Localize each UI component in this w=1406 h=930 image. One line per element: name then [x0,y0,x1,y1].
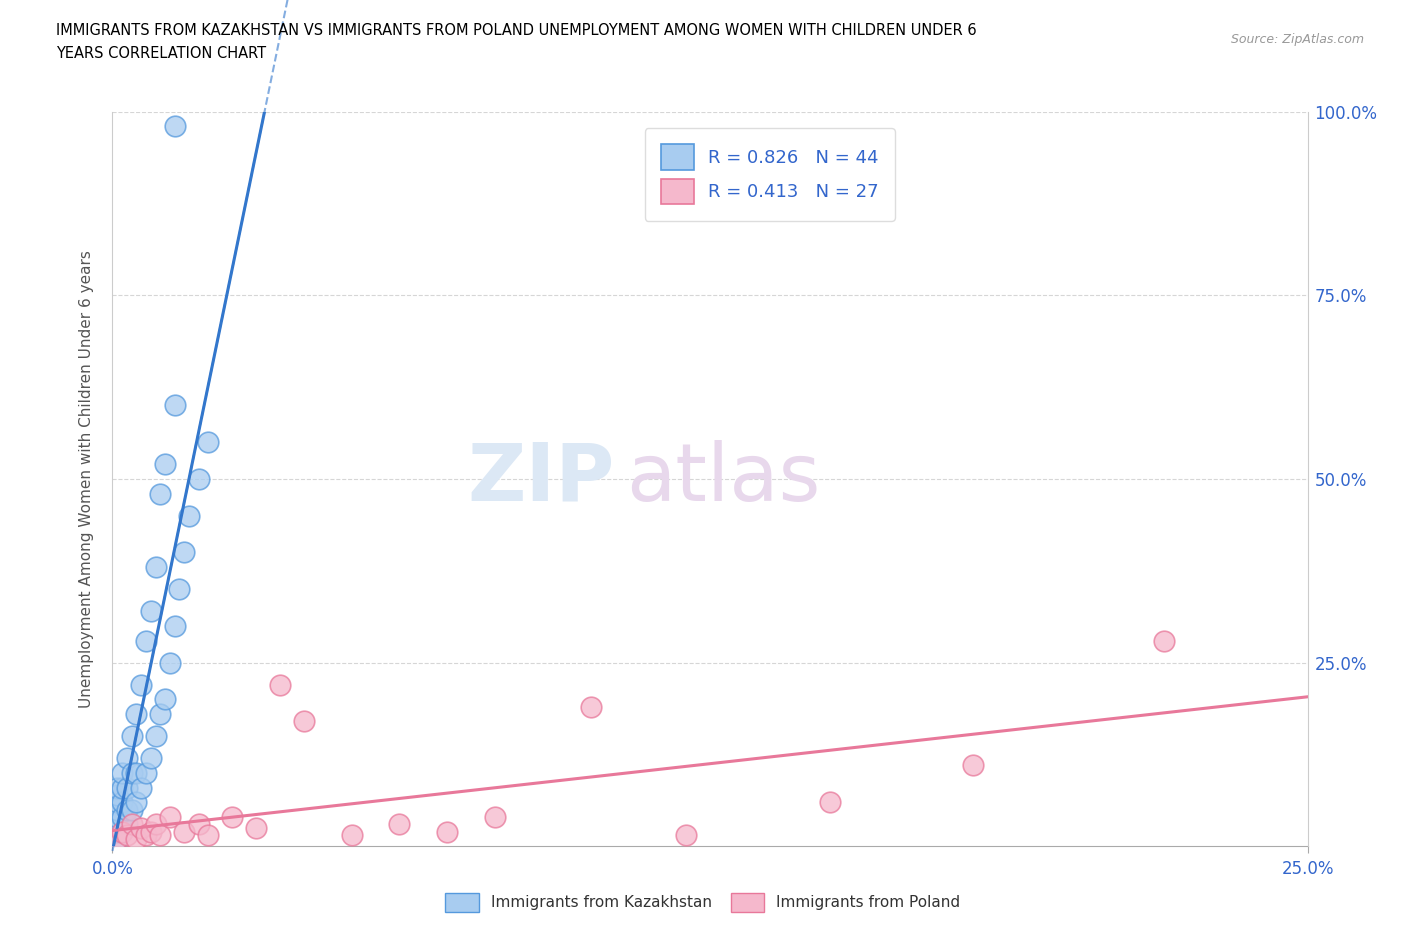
Point [121,765,143,780]
Point [149,828,172,843]
Point [105,824,128,839]
Point [163,398,186,413]
Point [111,780,134,795]
Text: Source: ZipAtlas.com: Source: ZipAtlas.com [1230,33,1364,46]
Point [115,817,138,831]
Point [187,472,209,486]
Point [129,820,152,835]
Point [159,656,181,671]
Point [436,824,458,839]
Point [139,824,162,839]
Point [245,820,267,835]
Point [105,802,128,817]
Point [149,486,172,501]
Y-axis label: Unemployment Among Women with Children Under 6 years: Unemployment Among Women with Children U… [79,250,94,708]
Point [125,831,148,846]
Point [962,758,984,773]
Point [125,765,148,780]
Point [579,699,602,714]
Point [149,707,172,722]
Point [121,802,143,817]
Point [105,788,128,803]
Point [145,729,167,744]
Point [145,560,167,575]
Point [177,508,200,523]
Point [111,824,134,839]
Point [105,831,128,846]
Point [221,809,243,824]
Point [111,824,134,839]
Point [111,795,134,810]
Point [340,828,363,843]
Point [121,817,143,831]
Point [105,795,128,810]
Point [197,435,219,450]
Point [105,780,128,795]
Point [111,765,134,780]
Point [145,817,167,831]
Legend: R = 0.826   N = 44, R = 0.413   N = 27: R = 0.826 N = 44, R = 0.413 N = 27 [645,128,894,220]
Text: YEARS CORRELATION CHART: YEARS CORRELATION CHART [56,46,266,61]
Point [125,707,148,722]
Point [115,780,138,795]
Point [135,765,157,780]
Point [135,828,157,843]
Point [153,692,176,707]
Point [115,751,138,765]
Point [105,831,128,846]
Text: ZIP: ZIP [467,440,614,518]
Point [115,828,138,843]
Point [163,119,186,134]
Point [388,817,411,831]
Point [105,817,128,831]
Point [197,828,219,843]
Point [129,677,152,692]
Point [292,714,315,729]
Point [169,582,191,597]
Point [269,677,291,692]
Text: IMMIGRANTS FROM KAZAKHSTAN VS IMMIGRANTS FROM POLAND UNEMPLOYMENT AMONG WOMEN WI: IMMIGRANTS FROM KAZAKHSTAN VS IMMIGRANTS… [56,23,977,38]
Text: atlas: atlas [627,440,821,518]
Point [115,802,138,817]
Point [484,809,506,824]
Point [139,604,162,618]
Point [121,729,143,744]
Point [187,817,209,831]
Legend: Immigrants from Kazakhstan, Immigrants from Poland: Immigrants from Kazakhstan, Immigrants f… [439,887,967,918]
Point [1153,633,1175,648]
Point [163,618,186,633]
Point [173,545,195,560]
Point [675,828,697,843]
Point [159,809,181,824]
Point [173,824,195,839]
Point [125,795,148,810]
Point [818,795,841,810]
Point [139,751,162,765]
Point [129,780,152,795]
Point [105,809,128,824]
Point [135,633,157,648]
Point [111,809,134,824]
Point [153,457,176,472]
